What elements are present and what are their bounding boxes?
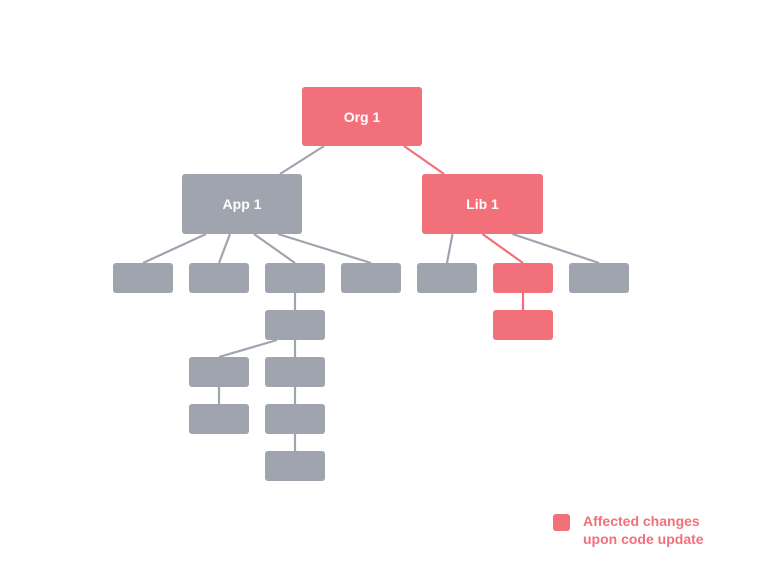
node-app-child-4 [341, 263, 401, 293]
node-lib-grandchild [493, 310, 553, 340]
node-label: App 1 [222, 196, 262, 212]
node-app-1: App 1 [182, 174, 302, 234]
edge-a3c-a3cl [218, 338, 278, 359]
edge-app1-a3 [253, 233, 296, 264]
node-org-1: Org 1 [302, 87, 422, 146]
node-app-descendant-center-child [265, 404, 325, 434]
node-app-child-3 [265, 263, 325, 293]
node-lib-child-3 [569, 263, 629, 293]
legend-line-1: Affected changes [583, 513, 700, 529]
node-lib-child-2 [493, 263, 553, 293]
node-app-grandchild [265, 310, 325, 340]
node-app-descendant-center-grandchild [265, 451, 325, 481]
node-app-descendant-left [189, 357, 249, 387]
edge-org1-lib1 [403, 145, 445, 175]
node-app-child-1 [113, 263, 173, 293]
legend-line-2: upon code update [583, 531, 704, 547]
node-label: Org 1 [343, 108, 381, 125]
edge-lib1-l2 [481, 233, 524, 264]
legend-swatch [553, 514, 570, 531]
node-app-descendant-left-child [189, 404, 249, 434]
node-lib-child-1 [417, 263, 477, 293]
node-app-child-2 [189, 263, 249, 293]
legend-text: Affected changes upon code update [583, 512, 704, 548]
edge-lib1-l1 [445, 233, 454, 264]
node-lib-1: Lib 1 [422, 174, 543, 234]
node-app-descendant-center [265, 357, 325, 387]
edge-app1-a1 [142, 233, 207, 264]
node-label: Lib 1 [466, 196, 499, 212]
edge-app1-a4 [277, 232, 372, 265]
edge-org1-app1 [279, 145, 325, 175]
edge-lib1-l3 [512, 232, 600, 265]
legend: Affected changes upon code update [553, 512, 704, 548]
edge-app1-a2 [217, 233, 232, 264]
